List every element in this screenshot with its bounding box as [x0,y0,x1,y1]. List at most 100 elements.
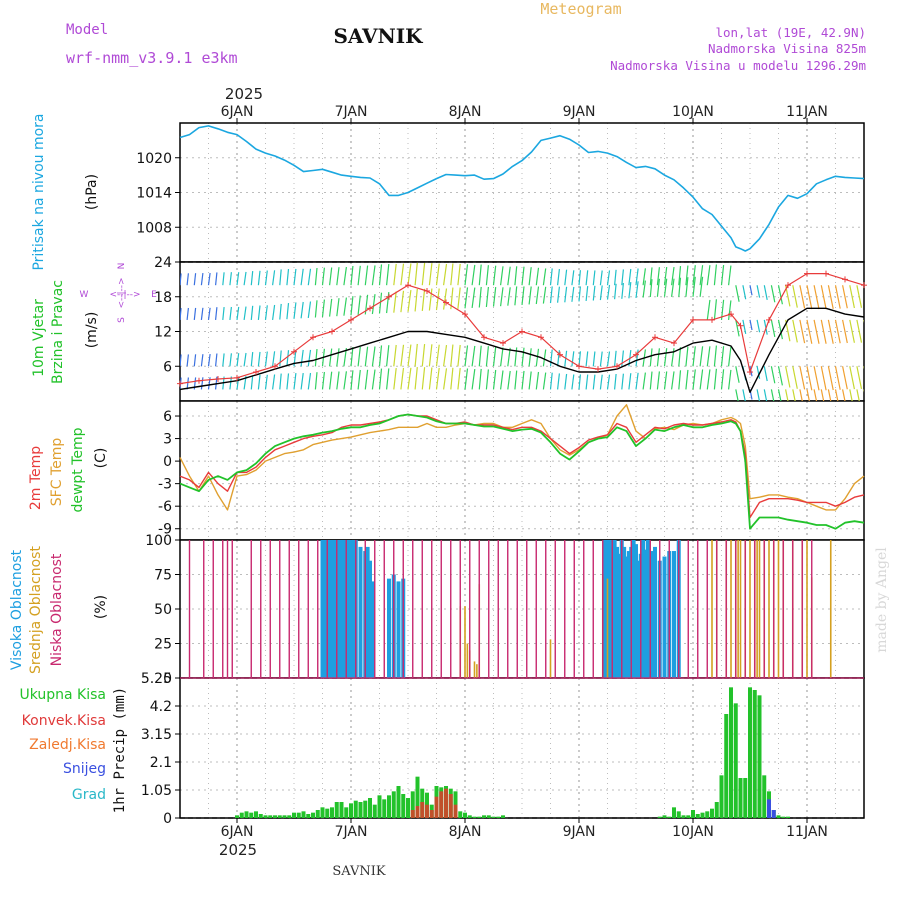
total-precip-bar [249,812,254,818]
wind-arrow [314,372,318,390]
wind-arrow [770,366,776,384]
high-cloud-bar [351,540,356,678]
low-cloud-bar [336,540,338,678]
pressure-label: Pritisak na nivou mora [31,113,47,270]
y-tick-label: -3 [158,477,172,493]
wind-arrow [571,351,575,367]
total-precip-bar [776,815,781,818]
mid-cloud-bar [711,540,713,678]
wind-arrow [578,374,581,390]
high-cloud-bar [327,540,332,678]
wind-arrow [671,371,675,390]
wind-arrow [663,371,668,390]
cloud-unit: (%) [93,595,109,619]
wind-arrow [578,286,581,302]
total-precip-bar [762,775,767,818]
wind-arrow [357,369,361,390]
low-cloud-bar [260,540,262,678]
low-cloud-bar [459,540,461,678]
total-precip-bar [415,776,420,818]
low-cloud-bar [621,540,623,678]
wind-arrow [507,370,511,390]
high-cloud-bar [358,546,363,678]
y-tick-label: 1.05 [141,783,172,799]
wind-arrow [599,270,603,286]
wind-arrow [264,351,268,367]
total-precip-bar [391,791,396,818]
wind-arrow [606,351,611,367]
wind-arrow [357,265,361,286]
bottom-day-label: 8JAN [449,824,482,840]
wind-arrow [193,354,197,367]
wind-arrow [350,347,354,367]
wind-arrow [250,271,254,286]
wind-arrow [222,353,225,367]
wind-arrow [257,270,261,286]
wind-arrow [400,290,405,313]
series-layer [177,125,867,818]
wind-arrow [485,265,489,286]
low-cloud-bar [545,540,547,678]
wind-arrow [279,303,282,320]
wind-arrow [378,345,383,367]
wind-arrow [713,368,717,390]
wind-arrow [193,307,197,320]
wind-arrow [478,345,482,367]
low-cloud-bar [659,540,661,678]
low-cloud-bar [630,540,632,678]
low-cloud-bar [497,540,499,678]
conv-precip-bar [420,802,425,818]
total-precip-bar [292,812,296,818]
precip-labels: Ukupna Kisa Konvek.Kisa Zaledj.Kisa Snij… [19,687,128,813]
total-precip-bar [705,811,710,818]
low-cloud-bar [326,540,328,678]
wind-arrow [827,285,834,310]
conv-precip-bar [448,794,453,818]
wind-arrow [428,263,433,286]
wind-arrow [542,372,547,390]
wind-arrow [706,346,711,367]
low-cloud-bar [421,540,423,678]
wind-arrow [485,369,489,390]
wind-arrow [492,369,497,390]
wind-arrow [799,285,806,309]
wind-arrow [685,369,689,390]
total-precip-bar [710,808,714,818]
y-tick-label: 100 [145,533,172,549]
y-tick-label: 12 [154,325,172,341]
conv-precip-bar [429,810,434,818]
wind-arrow [728,369,732,390]
conv-precip-bar [439,791,444,818]
wind-arrow [521,266,525,286]
wind-arrow [827,366,834,391]
wind-arrow [599,351,603,367]
y-tick-label: 6 [163,359,172,375]
mid-cloud-bar [806,540,808,678]
wind-arrow [336,298,340,317]
mid-cloud-bar [466,643,469,678]
wind-arrow [706,299,711,320]
wind-arrow [592,270,596,286]
total-precip-bar [311,812,315,818]
wind-arrow [856,389,860,401]
low-cloud-bar [212,540,214,678]
wind-arrow [628,373,632,390]
top-day-label: 6JAN [221,104,254,120]
wind-arrow [820,285,827,310]
wind-arrow [827,389,832,401]
pressure-line [179,125,865,252]
wind-arrow [207,307,211,320]
chart-subtitle: Meteogram [540,0,621,18]
high-cloud-bar [349,540,353,678]
wind-arrow [614,269,617,286]
total-precip-bar [748,687,752,818]
y-tick-label: 0 [163,454,172,470]
wind-arrow [236,376,240,390]
total-precip-bar [477,816,482,818]
wind-arrow [642,268,646,286]
dewpt-temp-line [179,413,865,530]
wind-arrow [343,266,347,286]
wind-arrow [614,350,617,367]
high-cloud-bar [370,581,375,678]
low-cloud-bar [678,540,680,678]
